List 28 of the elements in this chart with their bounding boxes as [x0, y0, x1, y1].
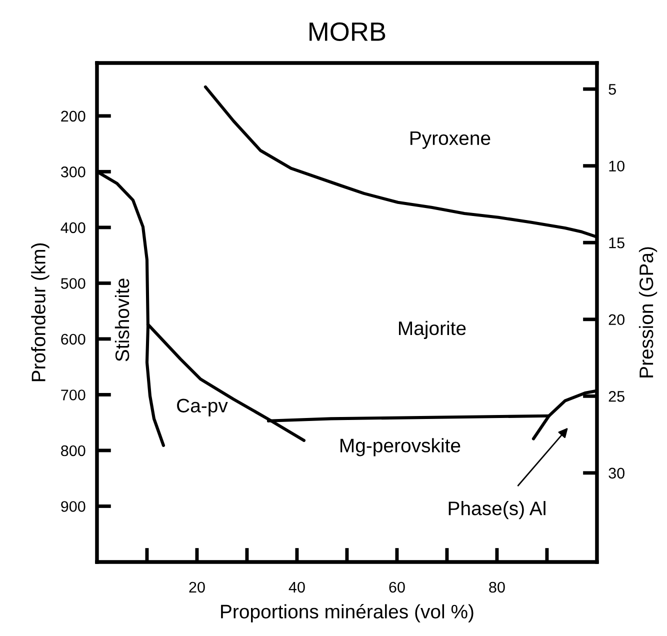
x-tick-label: 60: [389, 582, 405, 593]
x-tick-label: 20: [189, 582, 205, 593]
annotation: Mg-perovskite: [340, 438, 460, 456]
x-tick-label: 80: [489, 582, 505, 593]
x-tick-label: 40: [288, 582, 305, 593]
y2-tick-label: 5: [608, 84, 616, 95]
y-axis-title: Profondeur (km): [31, 243, 50, 382]
x-axis-title: Proportions minérales (vol %): [221, 604, 474, 622]
annotation: Majorite: [398, 320, 466, 339]
y-tick-label: 300: [60, 166, 86, 178]
y2-axis-title: Pression (GPa): [638, 247, 658, 378]
y-tick-label: 800: [61, 445, 86, 456]
y-tick-label: 500: [60, 278, 86, 289]
y-tick-label: 700: [61, 390, 86, 400]
y-tick-label: 600: [61, 334, 86, 345]
annotation: Ca-pv: [177, 398, 228, 416]
annotation: Stishovite: [114, 278, 130, 362]
y2-tick-label: 30: [608, 468, 624, 479]
y2-tick-label: 20: [608, 314, 624, 326]
chart-title: MORB: [310, 22, 386, 41]
y-tick-label: 200: [61, 110, 86, 122]
y2-tick-label: 25: [608, 391, 624, 402]
annotation: Phase(s) Al: [448, 501, 546, 520]
y2-tick-label: 15: [609, 238, 624, 248]
annotation: Pyroxene: [410, 131, 490, 149]
y2-tick-label: 10: [609, 160, 624, 172]
y-tick-label: 900: [61, 501, 86, 512]
y-tick-label: 400: [60, 222, 86, 234]
